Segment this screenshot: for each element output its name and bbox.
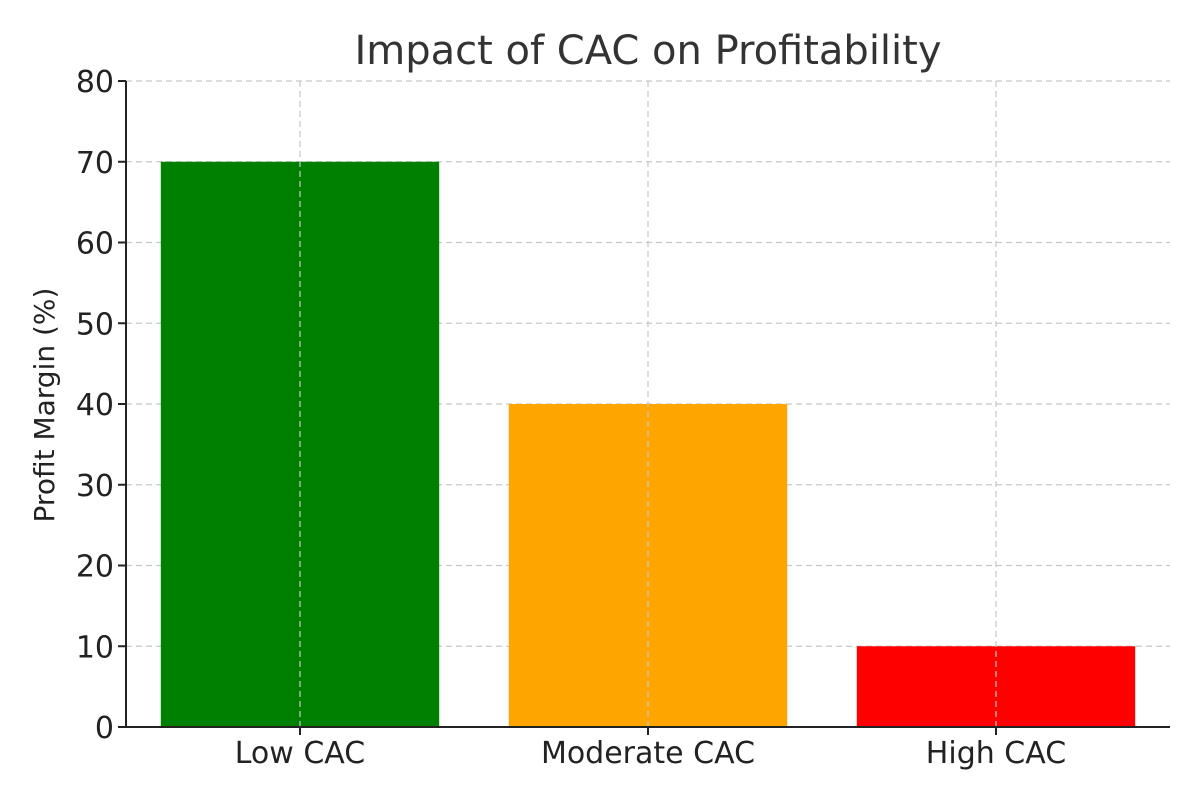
vertical-grid bbox=[299, 81, 997, 727]
y-tick-label: 80 bbox=[76, 65, 114, 100]
chart-title: Impact of CAC on Profitability bbox=[354, 28, 941, 74]
y-ticks: 0 10 20 30 40 50 60 70 80 bbox=[76, 65, 126, 746]
y-tick-label: 60 bbox=[76, 227, 114, 262]
y-tick-label: 70 bbox=[76, 146, 114, 181]
y-tick-label: 10 bbox=[76, 630, 114, 665]
x-tick-label: Moderate CAC bbox=[541, 736, 755, 771]
y-tick-label: 20 bbox=[76, 550, 114, 585]
y-tick-label: 30 bbox=[76, 469, 114, 504]
x-ticks: Low CAC Moderate CAC High CAC bbox=[235, 727, 1066, 771]
x-tick-label: Low CAC bbox=[235, 736, 366, 771]
x-tick-label: High CAC bbox=[926, 736, 1066, 771]
y-tick-label: 0 bbox=[95, 711, 114, 746]
y-axis-label: Profit Margin (%) bbox=[28, 288, 61, 523]
y-tick-label: 40 bbox=[76, 388, 114, 423]
y-tick-label: 50 bbox=[76, 307, 114, 342]
